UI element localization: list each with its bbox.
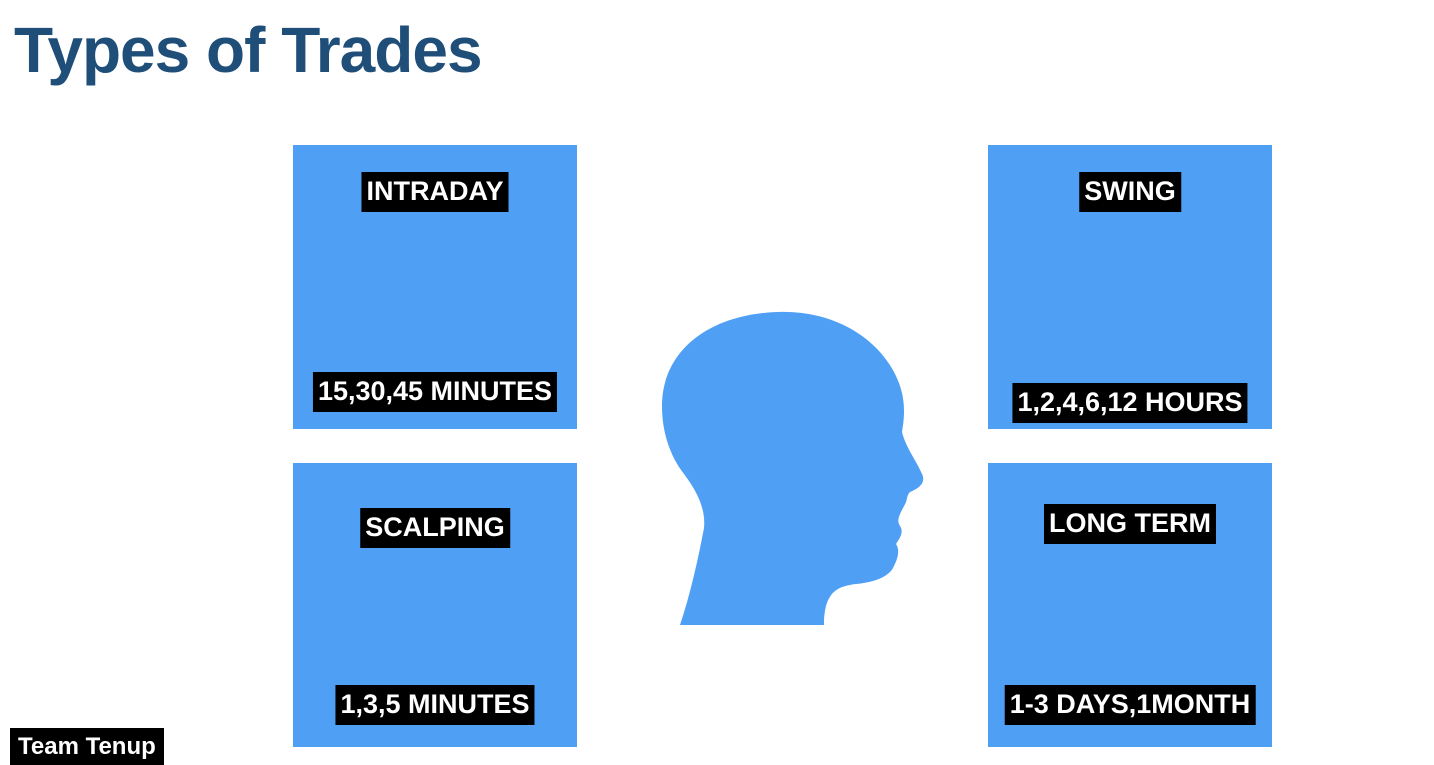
card-long-term-timeframe: 1-3 DAYS,1MONTH [1004, 685, 1256, 725]
card-swing-timeframe: 1,2,4,6,12 HOURS [1012, 383, 1248, 423]
head-silhouette [662, 311, 924, 625]
card-swing: SWING 1,2,4,6,12 HOURS [988, 145, 1272, 429]
head-profile-icon [662, 311, 924, 625]
card-intraday: INTRADAY 15,30,45 MINUTES [293, 145, 577, 429]
card-intraday-name: INTRADAY [361, 172, 509, 212]
card-long-term-name: LONG TERM [1044, 504, 1216, 544]
slide-title: Types of Trades [14, 14, 483, 86]
card-intraday-timeframe: 15,30,45 MINUTES [312, 372, 558, 412]
card-long-term: LONG TERM 1-3 DAYS,1MONTH [988, 463, 1272, 747]
card-scalping: SCALPING 1,3,5 MINUTES [293, 463, 577, 747]
card-scalping-name: SCALPING [360, 508, 510, 548]
team-badge: Team Tenup [10, 728, 164, 765]
card-scalping-timeframe: 1,3,5 MINUTES [335, 685, 535, 725]
card-swing-name: SWING [1079, 172, 1181, 212]
